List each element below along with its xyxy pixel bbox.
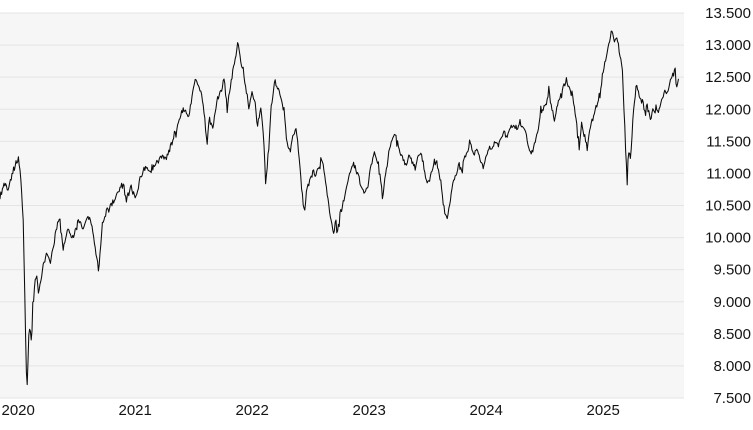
y-axis-tick-label: 12.000 (705, 101, 751, 118)
x-axis-tick-label: 2022 (236, 402, 269, 419)
y-axis-tick-label: 11.000 (706, 165, 751, 182)
y-axis-tick-label: 13.500 (705, 5, 751, 22)
x-axis-tick-label: 2020 (2, 402, 35, 419)
y-axis-tick-label: 13.000 (705, 37, 751, 54)
x-axis-tick-label: 2023 (353, 402, 386, 419)
x-axis-tick-label: 2021 (119, 402, 152, 419)
y-axis-tick-label: 8.000 (713, 358, 751, 375)
y-axis-tick-label: 9.000 (713, 294, 751, 311)
x-axis-tick-label: 2024 (470, 402, 503, 419)
y-axis-tick-label: 10.500 (705, 198, 751, 215)
y-axis-tick-label: 12.500 (705, 69, 751, 86)
y-axis-tick-label: 8.500 (713, 326, 751, 343)
x-axis-tick-label: 2025 (587, 402, 620, 419)
y-axis-tick-label: 11.500 (706, 133, 751, 150)
y-axis-tick-label: 7.500 (713, 390, 751, 407)
y-axis-tick-label: 10.000 (705, 230, 751, 247)
price-line (0, 30, 679, 386)
y-axis-tick-label: 9.500 (713, 262, 751, 279)
